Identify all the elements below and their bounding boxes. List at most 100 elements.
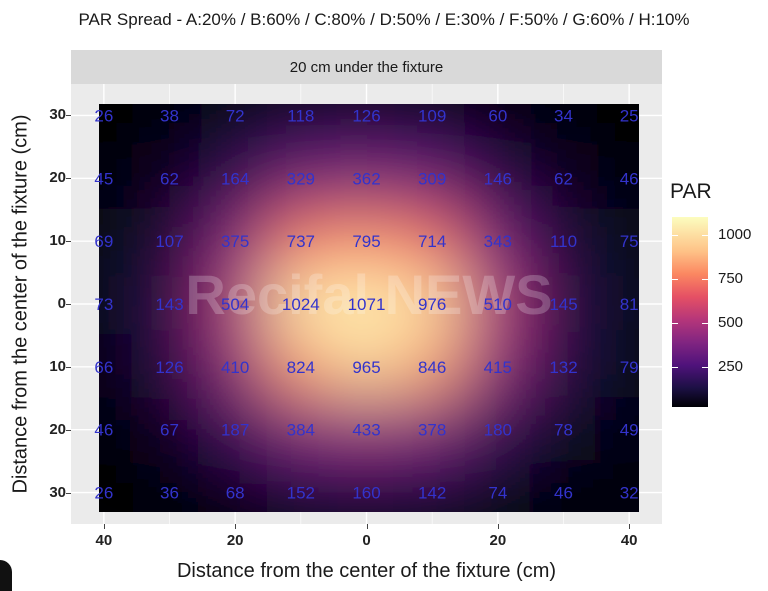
heatmap-cell — [595, 271, 639, 337]
value-label: 384 — [287, 421, 315, 440]
y-tick-label: 30 — [49, 483, 66, 501]
x-tick-mark — [103, 524, 105, 529]
heatmap-cell — [529, 104, 598, 148]
heatmap-cell — [267, 271, 335, 337]
legend-tick-label: 750 — [718, 269, 744, 287]
heatmap-cell — [99, 208, 138, 274]
heatmap-cell — [99, 271, 138, 337]
heatmap-cell — [529, 334, 598, 400]
heatmap-cell — [99, 104, 138, 148]
heatmap-cell — [464, 334, 532, 400]
heatmap-cell — [398, 271, 466, 337]
value-label: 329 — [287, 169, 315, 188]
heatmap-cell — [398, 145, 466, 211]
color-legend: PAR 250 500 750 1000 — [668, 180, 768, 410]
heatmap-tiles — [99, 104, 639, 512]
heatmap-cell — [135, 145, 204, 211]
value-label: 109 — [418, 106, 446, 125]
x-tick-label: 0 — [362, 532, 371, 549]
x-tick-mark — [366, 524, 368, 529]
value-label: 714 — [418, 232, 446, 251]
y-tick-mark — [66, 366, 71, 368]
heatmap-cell — [135, 271, 204, 337]
window-corner — [0, 560, 12, 591]
value-label: 142 — [418, 484, 446, 503]
value-label: 343 — [484, 232, 512, 251]
heatmap-cell — [99, 145, 138, 211]
legend-tick-label: 250 — [718, 358, 744, 376]
value-label: 152 — [287, 484, 315, 503]
value-label: 146 — [484, 169, 512, 188]
value-label: 1024 — [282, 295, 320, 314]
value-label: 38 — [160, 106, 179, 125]
y-tick-label: 20 — [49, 169, 66, 187]
value-label: 107 — [155, 232, 183, 251]
value-label: 26 — [94, 484, 113, 503]
heatmap-cell — [135, 397, 204, 463]
y-tick-mark — [66, 241, 71, 243]
value-label: 32 — [620, 484, 639, 503]
value-label: 78 — [554, 421, 573, 440]
value-label: 795 — [352, 232, 380, 251]
x-axis-title: Distance from the center of the fixture … — [176, 560, 557, 582]
heatmap-cell — [464, 208, 532, 274]
x-tick-label: 40 — [95, 532, 113, 549]
value-label: 67 — [160, 421, 179, 440]
heatmap-cell — [595, 460, 639, 512]
heatmap-cell — [529, 271, 598, 337]
value-label: 309 — [418, 169, 446, 188]
heatmap-cell — [595, 334, 639, 400]
value-label: 433 — [352, 421, 380, 440]
heatmap-cell — [332, 460, 401, 512]
y-tick-label: 10 — [49, 357, 66, 375]
value-label: 81 — [620, 295, 639, 314]
legend-colorbar — [672, 217, 708, 407]
value-label: 68 — [226, 484, 245, 503]
value-label: 45 — [94, 169, 113, 188]
x-tick-mark — [497, 524, 499, 529]
heatmap-cell — [99, 397, 138, 463]
value-label: 846 — [418, 358, 446, 377]
value-labels: 26 38 72 118 126 109 60 34 25 45 62 164 329 362 309 146… — [94, 106, 638, 502]
heatmap-cell — [332, 397, 401, 463]
x-tick-label: 40 — [620, 532, 638, 549]
heatmap-cell — [398, 460, 466, 512]
value-label: 60 — [488, 106, 507, 125]
heatmap-cell — [464, 460, 532, 512]
y-tick-mark — [66, 178, 71, 180]
watermark-logo: Recifal NEWS — [185, 263, 552, 326]
value-label: 378 — [418, 421, 446, 440]
plot-panel: Recifal NEWS 26 38 72 118 126 109 60 34 25 45 62 16… — [71, 84, 662, 524]
value-label: 362 — [352, 169, 380, 188]
heatmap-cell — [529, 208, 598, 274]
heatmap-cell — [267, 460, 335, 512]
value-label: 737 — [287, 232, 315, 251]
y-tick-label: 20 — [49, 420, 66, 438]
value-label: 410 — [221, 358, 249, 377]
heatmap-cell — [201, 271, 269, 337]
y-tick-mark — [66, 492, 71, 494]
heatmap-cell — [135, 208, 204, 274]
value-label: 164 — [221, 169, 249, 188]
value-label: 34 — [554, 106, 573, 125]
heatmap-cell — [201, 208, 269, 274]
value-label: 160 — [352, 484, 380, 503]
value-label: 72 — [226, 106, 245, 125]
heatmap-cell — [332, 104, 401, 148]
heatmap-cell — [201, 334, 269, 400]
legend-tick — [672, 323, 708, 325]
value-label: 110 — [550, 232, 577, 251]
heatmap-cell — [529, 397, 598, 463]
value-label: 46 — [554, 484, 573, 503]
heatmap-cell — [529, 460, 598, 512]
heatmap-cell — [201, 397, 269, 463]
heatmap-cell — [332, 271, 401, 337]
value-label: 180 — [484, 421, 512, 440]
heatmap-cell — [595, 397, 639, 463]
value-label: 74 — [488, 484, 507, 503]
value-label: 965 — [352, 358, 380, 377]
heatmap-cell — [201, 460, 269, 512]
value-label: 75 — [620, 232, 639, 251]
value-label: 69 — [94, 232, 113, 251]
heatmap-cell — [201, 104, 269, 148]
